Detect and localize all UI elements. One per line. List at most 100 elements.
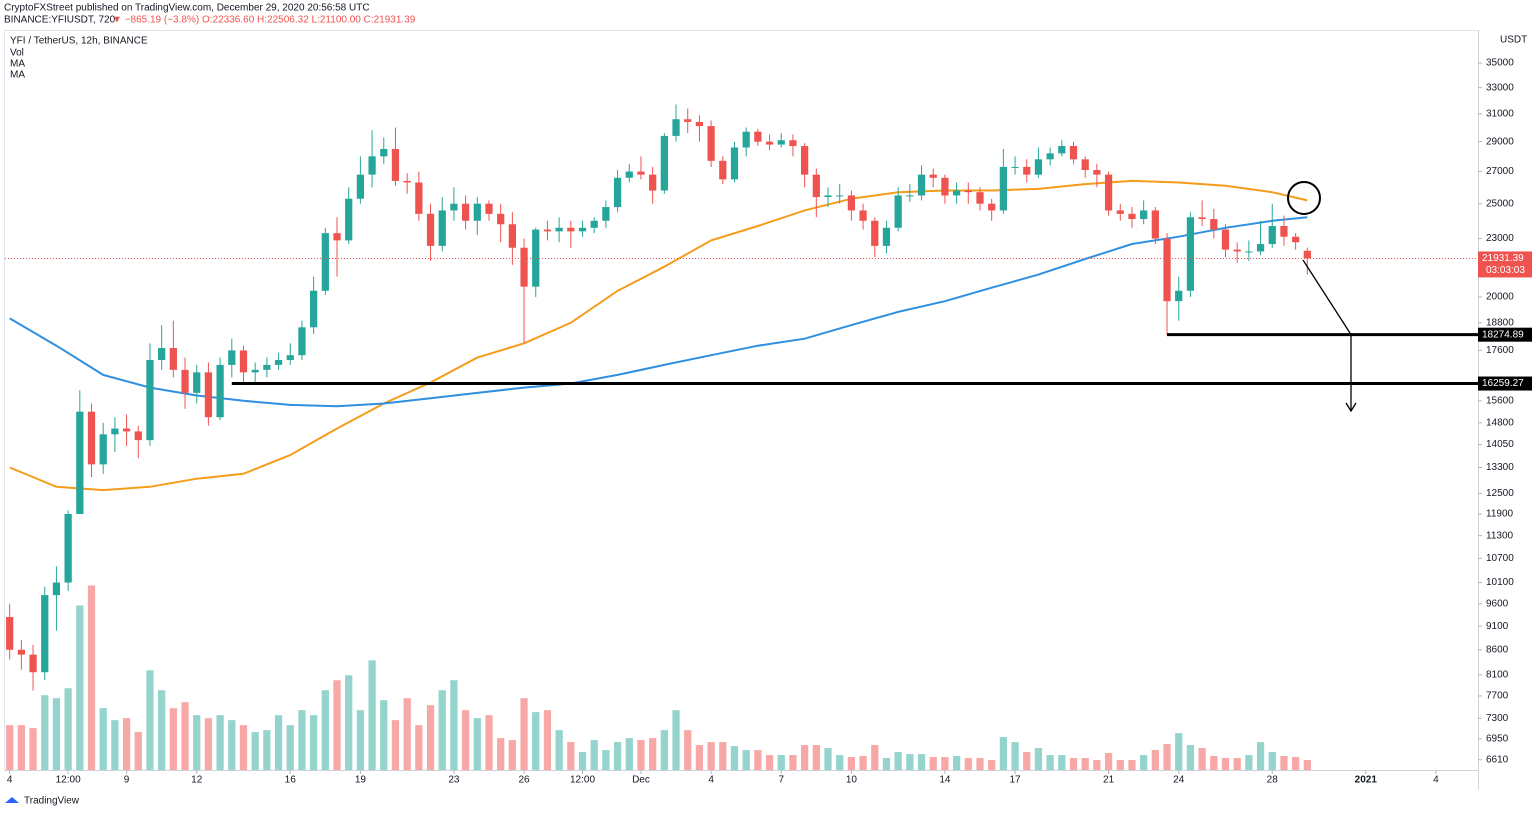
volume-bar bbox=[310, 715, 318, 770]
candle-body bbox=[777, 140, 785, 145]
y-tick-label: 20000 bbox=[1486, 292, 1514, 303]
candle-body bbox=[964, 190, 972, 193]
candle-body bbox=[356, 174, 365, 199]
level-label: 16259.27 bbox=[1482, 378, 1524, 389]
candle-body bbox=[695, 121, 704, 127]
candle-body bbox=[146, 360, 154, 441]
volume-bar bbox=[824, 748, 832, 770]
candle-body bbox=[917, 174, 926, 196]
candle-body bbox=[1280, 226, 1288, 237]
candle-body bbox=[1140, 210, 1148, 220]
candle-body bbox=[543, 229, 552, 232]
volume-bar bbox=[426, 705, 435, 770]
volume-bar bbox=[917, 754, 926, 770]
volume-bar bbox=[1023, 752, 1031, 770]
candle-body bbox=[1256, 244, 1265, 252]
volume-bar bbox=[450, 680, 458, 770]
candle-body bbox=[1081, 159, 1089, 170]
volume-bar bbox=[847, 757, 856, 770]
volume-bar bbox=[403, 698, 411, 770]
candle-body bbox=[169, 348, 177, 370]
volume-bar bbox=[473, 718, 481, 770]
y-tick-label: 8100 bbox=[1486, 669, 1509, 680]
volume-bar bbox=[204, 718, 213, 770]
volume-bar bbox=[964, 758, 972, 770]
x-tick-label: 16 bbox=[285, 775, 297, 786]
volume-bar bbox=[380, 700, 388, 770]
y-tick-label: 17600 bbox=[1486, 345, 1514, 356]
volume-bar bbox=[976, 758, 984, 770]
volume-bar bbox=[228, 720, 236, 770]
y-tick-label: 31000 bbox=[1486, 108, 1514, 119]
volume-bar bbox=[1163, 744, 1171, 770]
volume-bar bbox=[801, 745, 809, 770]
y-tick-label: 14800 bbox=[1486, 417, 1514, 428]
legend-ma: MA bbox=[10, 70, 25, 81]
x-tick-label: 12:00 bbox=[570, 775, 595, 786]
volume-bar bbox=[1245, 755, 1253, 770]
volume-bar bbox=[1233, 758, 1241, 770]
candle-body bbox=[906, 195, 914, 197]
candle-body bbox=[859, 210, 867, 221]
y-tick-label: 15600 bbox=[1486, 395, 1514, 406]
level-label-box bbox=[1478, 327, 1532, 342]
volume-bar bbox=[76, 605, 84, 770]
volume-bar bbox=[391, 720, 400, 770]
candle-body bbox=[719, 160, 727, 180]
volume-bar bbox=[1140, 755, 1148, 770]
volume-bar bbox=[415, 725, 423, 770]
volume-bar bbox=[321, 690, 329, 770]
volume-bar bbox=[1210, 756, 1218, 770]
volume-bar bbox=[6, 725, 14, 770]
candle-body bbox=[649, 174, 657, 191]
candle-body bbox=[754, 131, 762, 142]
arrow-head bbox=[1345, 402, 1357, 413]
candle-body bbox=[321, 233, 329, 291]
volume-bar bbox=[1186, 745, 1195, 770]
volume-bar bbox=[730, 746, 739, 770]
volume-bar bbox=[952, 756, 961, 770]
candle-body bbox=[637, 171, 645, 175]
candle-body bbox=[1116, 210, 1124, 214]
volume-bar bbox=[543, 710, 552, 770]
candle-body bbox=[625, 171, 633, 178]
candle-body bbox=[380, 148, 388, 157]
candle-body bbox=[99, 434, 107, 465]
publisher: CryptoFXStreet published on TradingView.… bbox=[4, 3, 370, 14]
volume-bar bbox=[555, 730, 563, 770]
volume-bar bbox=[111, 720, 119, 770]
candle-body bbox=[426, 213, 435, 246]
candle-body bbox=[929, 174, 937, 178]
moving-average bbox=[9, 216, 1308, 408]
x-tick-label: 19 bbox=[355, 775, 367, 786]
candle-body bbox=[1303, 250, 1311, 259]
level-label-box bbox=[1478, 376, 1532, 391]
volume-bar bbox=[1151, 750, 1159, 770]
volume-bar bbox=[485, 715, 493, 770]
candle-body bbox=[298, 327, 306, 356]
y-tick-label: 29000 bbox=[1486, 136, 1514, 147]
candle-body bbox=[567, 227, 575, 232]
x-tick-label: 2021 bbox=[1355, 775, 1378, 786]
volume-bar bbox=[368, 660, 376, 770]
candle-body bbox=[29, 654, 37, 673]
candle-body bbox=[707, 126, 715, 161]
volume-bar bbox=[239, 725, 248, 770]
candle-body bbox=[181, 369, 189, 393]
x-tick-label: 12 bbox=[191, 775, 203, 786]
legend-vol: Vol bbox=[10, 48, 24, 59]
candle-body bbox=[6, 617, 14, 650]
volume-bar bbox=[122, 718, 131, 770]
candle-body bbox=[789, 140, 797, 147]
x-tick-label: 24 bbox=[1173, 775, 1185, 786]
candle-body bbox=[52, 582, 61, 596]
candle-body bbox=[532, 229, 540, 287]
y-tick-label: 7300 bbox=[1486, 713, 1509, 724]
volume-bar bbox=[1303, 760, 1311, 770]
volume-bar bbox=[1268, 752, 1276, 770]
volume-bar bbox=[1011, 742, 1019, 770]
x-tick-label: 28 bbox=[1267, 775, 1279, 786]
x-tick-label: 10 bbox=[846, 775, 858, 786]
